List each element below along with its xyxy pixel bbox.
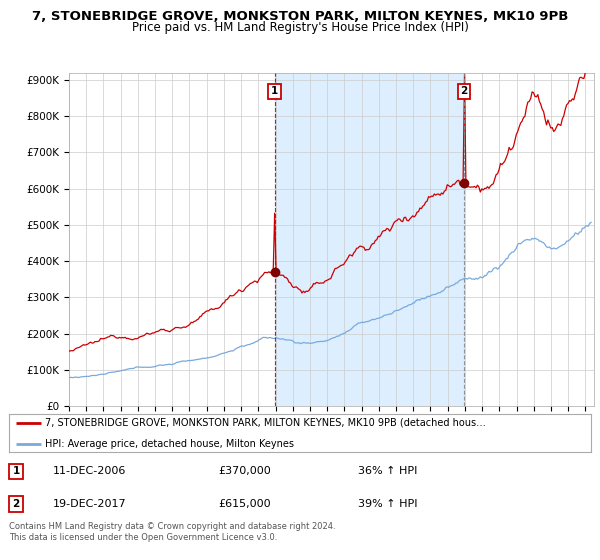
Text: 1: 1: [271, 86, 278, 96]
Text: 2: 2: [461, 86, 468, 96]
Text: 39% ↑ HPI: 39% ↑ HPI: [358, 499, 418, 509]
Text: HPI: Average price, detached house, Milton Keynes: HPI: Average price, detached house, Milt…: [45, 439, 294, 449]
Text: 19-DEC-2017: 19-DEC-2017: [53, 499, 126, 509]
Text: 7, STONEBRIDGE GROVE, MONKSTON PARK, MILTON KEYNES, MK10 9PB (detached hous…: 7, STONEBRIDGE GROVE, MONKSTON PARK, MIL…: [45, 418, 486, 428]
Text: This data is licensed under the Open Government Licence v3.0.: This data is licensed under the Open Gov…: [9, 533, 277, 542]
Text: 11-DEC-2006: 11-DEC-2006: [53, 466, 126, 477]
Text: 2: 2: [13, 499, 20, 509]
Text: 36% ↑ HPI: 36% ↑ HPI: [358, 466, 418, 477]
Text: £615,000: £615,000: [218, 499, 271, 509]
Text: Contains HM Land Registry data © Crown copyright and database right 2024.: Contains HM Land Registry data © Crown c…: [9, 522, 335, 531]
Text: £370,000: £370,000: [218, 466, 271, 477]
Text: 7, STONEBRIDGE GROVE, MONKSTON PARK, MILTON KEYNES, MK10 9PB: 7, STONEBRIDGE GROVE, MONKSTON PARK, MIL…: [32, 10, 568, 23]
Text: Price paid vs. HM Land Registry's House Price Index (HPI): Price paid vs. HM Land Registry's House …: [131, 21, 469, 34]
Text: 1: 1: [13, 466, 20, 477]
Bar: [275, 73, 464, 406]
